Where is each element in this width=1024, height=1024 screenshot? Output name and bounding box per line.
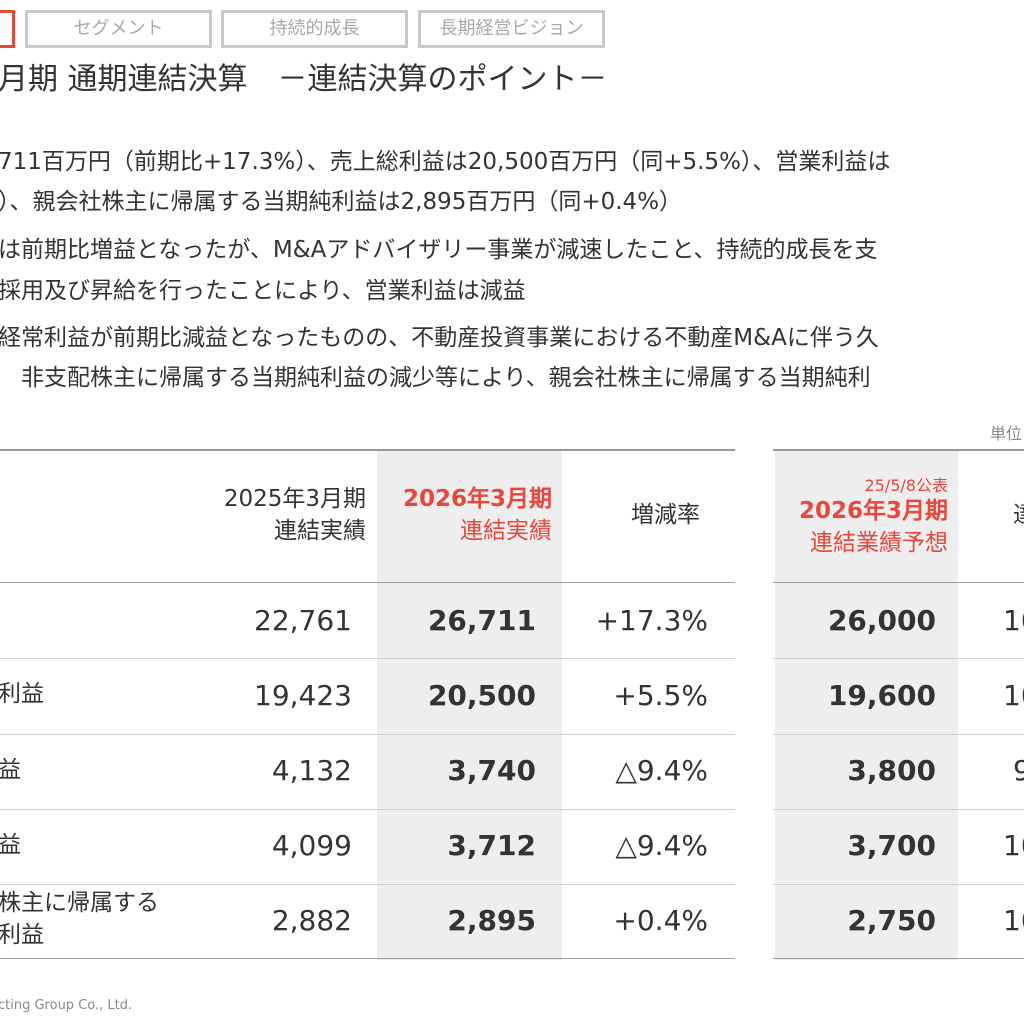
table-cell-change: +5.5% xyxy=(613,679,708,712)
table-cell-forecast: 3,800 xyxy=(847,754,936,787)
tab-sustainable-growth[interactable]: 持続的成長 xyxy=(221,10,408,48)
table-cell-current: 2,895 xyxy=(447,904,536,937)
table-cell-achievement: 9 xyxy=(1013,754,1024,787)
header-prev-year-line1: 2025年3月期 xyxy=(223,486,366,512)
header-achievement: 達 xyxy=(1013,500,1024,531)
row-divider xyxy=(0,809,735,810)
header-forecast-line2: 連結業績予想 xyxy=(810,530,948,556)
table-cell-achievement: 10 xyxy=(1003,679,1024,712)
header-prev-year-line2: 連結実績 xyxy=(274,518,366,544)
row-label: 利益 xyxy=(0,681,44,707)
table-cell-forecast: 19,600 xyxy=(827,679,936,712)
table-cell-prev: 19,423 xyxy=(254,679,352,712)
point-line-2: ）、親会社株主に帰属する当期純利益は2,895百万円（同+0.4%） xyxy=(0,189,683,215)
table-cell-change: △9.4% xyxy=(615,754,708,787)
table-cell-change: +0.4% xyxy=(613,904,708,937)
table-cell-change: +17.3% xyxy=(595,604,708,637)
table-cell-current: 3,712 xyxy=(447,829,536,862)
row-divider xyxy=(0,658,735,659)
forecast-column-shade xyxy=(775,450,958,960)
table-cell-forecast: 2,750 xyxy=(847,904,936,937)
table-cell-achievement: 10 xyxy=(1003,904,1024,937)
row-label-line2: 利益 xyxy=(0,922,44,948)
table-top-rule-left xyxy=(0,449,735,451)
row-divider xyxy=(773,884,1024,885)
table-cell-prev: 4,132 xyxy=(271,754,352,787)
table-cell-forecast: 3,700 xyxy=(847,829,936,862)
table-bottom-rule-left xyxy=(0,958,735,959)
table-cell-achievement: 10 xyxy=(1003,829,1024,862)
point-line-6: 非支配株主に帰属する当期純利益の減少等により、親会社株主に帰属する当期純利 xyxy=(0,365,871,391)
page-title: 月期 通期連結決算 －連結決算のポイント－ xyxy=(0,62,608,97)
row-label: 益 xyxy=(0,757,21,783)
row-divider xyxy=(773,658,1024,659)
point-line-1: 711百万円（前期比+17.3%）、売上総利益は20,500百万円（同+5.5%… xyxy=(0,149,891,175)
table-cell-prev: 4,099 xyxy=(271,829,352,862)
table-cell-achievement: 10 xyxy=(1003,604,1024,637)
header-rule-left xyxy=(0,582,735,583)
table-cell-current: 20,500 xyxy=(427,679,536,712)
table-cell-prev: 22,761 xyxy=(254,604,352,637)
point-line-5: 経常利益が前期比減益となったものの、不動産投資事業における不動産M&Aに伴う久 xyxy=(0,325,879,351)
point-line-4: 採用及び昇給を行ったことにより、営業利益は減益 xyxy=(0,278,526,304)
tab-long-term-vision[interactable]: 長期経営ビジョン xyxy=(418,10,605,48)
header-forecast-line1: 2026年3月期 xyxy=(798,498,948,524)
row-divider xyxy=(0,734,735,735)
header-change-rate: 増減率 xyxy=(631,502,700,528)
table-cell-forecast: 26,000 xyxy=(827,604,936,637)
tab-active[interactable] xyxy=(0,10,15,48)
table-cell-current: 3,740 xyxy=(447,754,536,787)
tab-segment[interactable]: セグメント xyxy=(25,10,212,48)
table-top-rule-right xyxy=(773,449,1024,451)
header-rule-right xyxy=(773,582,1024,583)
header-current-year-line1: 2026年3月期 xyxy=(402,486,552,512)
row-label-line1: 株主に帰属する xyxy=(0,890,159,916)
table-bottom-rule-right xyxy=(773,958,1024,959)
point-line-3: は前期比増益となったが、M&Aアドバイザリー事業が減速したこと、持続的成長を支 xyxy=(0,237,878,263)
table-cell-current: 26,711 xyxy=(427,604,536,637)
header-current-year-line2: 連結実績 xyxy=(460,518,552,544)
table-cell-prev: 2,882 xyxy=(271,904,352,937)
table-cell-change: △9.4% xyxy=(615,829,708,862)
row-divider xyxy=(773,809,1024,810)
copyright-footer: cting Group Co., Ltd. xyxy=(0,998,133,1013)
row-label: 益 xyxy=(0,832,21,858)
forecast-announce-date: 25/5/8公表 xyxy=(864,476,948,495)
row-divider xyxy=(0,884,735,885)
current-column-shade xyxy=(377,450,562,960)
row-divider xyxy=(773,734,1024,735)
unit-label: 単位 xyxy=(990,424,1023,443)
